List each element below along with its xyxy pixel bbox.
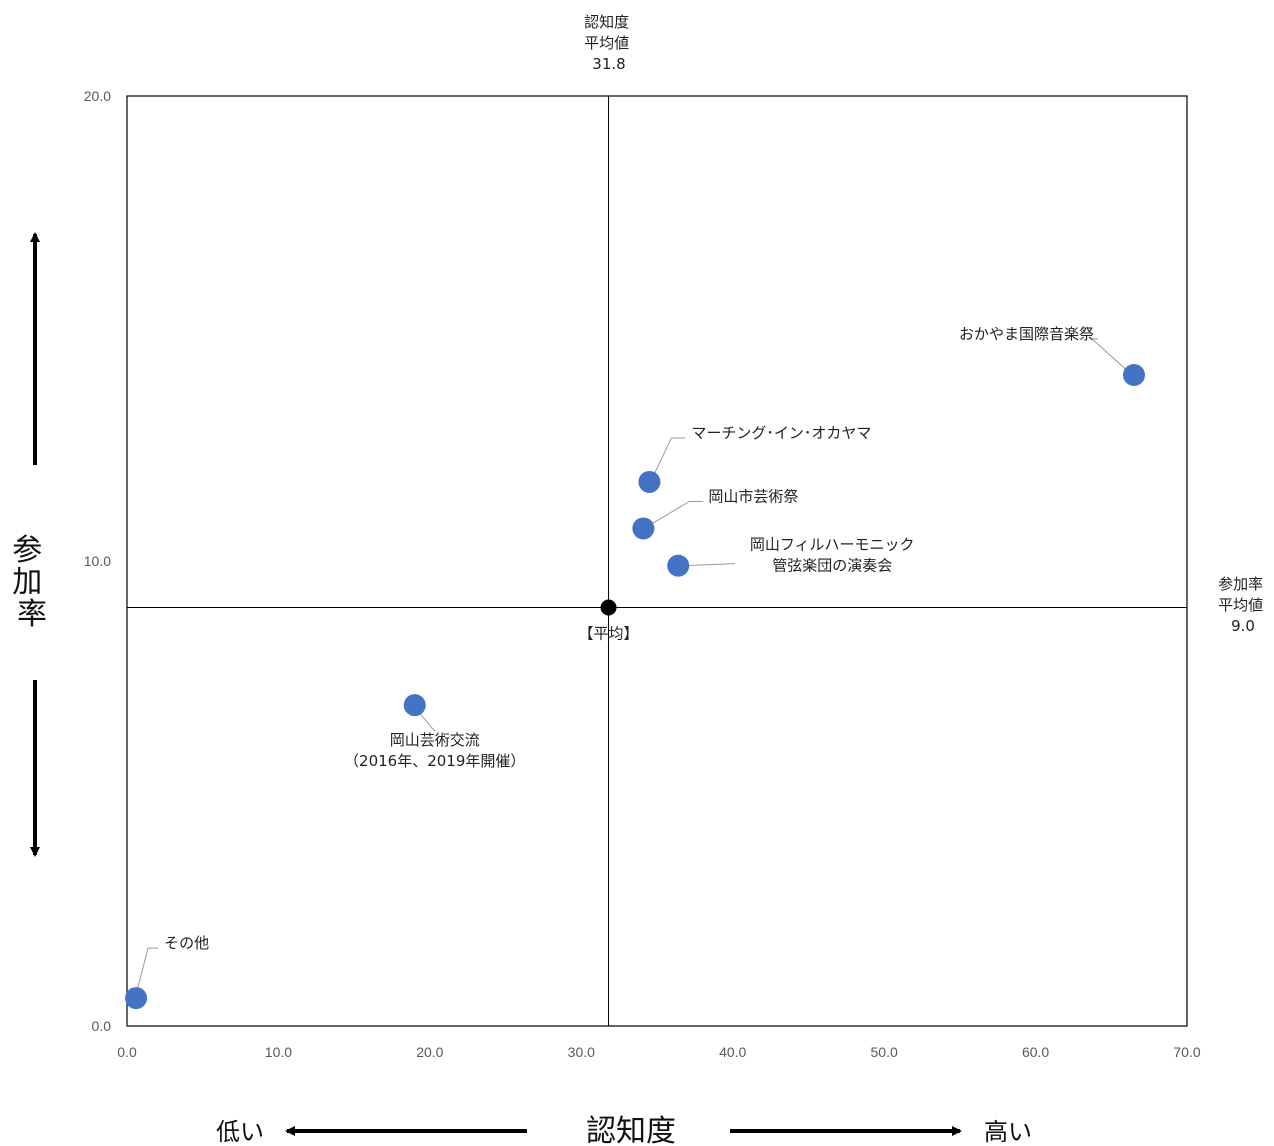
average-point: [600, 599, 617, 616]
y-avg-line-1: 参加率: [1218, 575, 1263, 593]
point-label-line: 岡山フィルハーモニック: [750, 536, 915, 554]
x-avg-line-2: 平均値: [584, 34, 629, 52]
leader-line: [135, 947, 159, 995]
x-avg-line-3: 31.8: [592, 55, 625, 73]
x-axis-ticks: 0.0 10.0 20.0 30.0 40.0 50.0 60.0 70.0: [117, 1044, 1201, 1060]
point-label: その他: [164, 934, 209, 952]
y-axis-label: 参 加 率: [12, 533, 52, 632]
plot-area: [126, 95, 1188, 1027]
point-labels: おかやま国際音楽祭マーチング･イン･オカヤマ岡山市芸術祭岡山フィルハーモニック管…: [164, 325, 1094, 952]
x-tick-label: 50.0: [871, 1044, 898, 1060]
point-label-line: マーチング･イン･オカヤマ: [691, 424, 871, 442]
x-average-annotation: 認知度 平均値 31.8: [584, 13, 634, 73]
point-label: 岡山芸術交流 （2016年、2019年開催）: [344, 731, 525, 770]
point-label: 岡山フィルハーモニック管弦楽団の演奏会: [750, 536, 915, 575]
data-point: [667, 554, 690, 577]
x-tick-label: 30.0: [568, 1044, 595, 1060]
point-label: おかやま国際音楽祭: [959, 325, 1094, 343]
leader-line: [650, 437, 686, 481]
x-high-label: 高い: [984, 1118, 1032, 1146]
data-point: [638, 470, 661, 493]
x-low-label: 低い: [216, 1118, 264, 1146]
point-label-line: 岡山市芸術祭: [708, 487, 798, 505]
point-label-line: おかやま国際音楽祭: [959, 325, 1094, 343]
point-label-line: （2016年、2019年開催）: [344, 752, 525, 770]
average-lines: [127, 96, 1187, 1026]
x-tick-label: 60.0: [1022, 1044, 1049, 1060]
data-point: [632, 517, 655, 540]
y-average-annotation: 参加率 平均値 9.0: [1218, 575, 1268, 635]
data-point: [125, 987, 148, 1010]
x-tick-label: 20.0: [416, 1044, 443, 1060]
y-axis-ticks: 0.0 10.0 20.0: [84, 88, 111, 1034]
point-label-line: 管弦楽団の演奏会: [772, 557, 892, 575]
point-label-line: 岡山芸術交流: [390, 731, 480, 749]
data-point: [1123, 364, 1145, 386]
label-leader-lines: [135, 338, 1131, 995]
point-label: 岡山市芸術祭: [708, 487, 798, 505]
y-tick-label: 20.0: [84, 88, 111, 104]
leader-line: [647, 500, 704, 527]
y-avg-line-3: 9.0: [1231, 617, 1255, 635]
y-avg-line-2: 平均値: [1218, 596, 1263, 614]
x-tick-label: 10.0: [265, 1044, 292, 1060]
y-tick-label: 0.0: [92, 1018, 112, 1034]
leader-line: [684, 563, 736, 567]
data-points: [125, 364, 1145, 1010]
x-tick-label: 70.0: [1173, 1044, 1200, 1060]
average-label: 【平均】: [579, 625, 639, 643]
y-label-char-1: 参: [12, 533, 42, 568]
point-label: マーチング･イン･オカヤマ: [691, 424, 871, 442]
y-label-char-3: 率: [17, 597, 47, 632]
x-avg-line-1: 認知度: [584, 13, 629, 31]
x-tick-label: 40.0: [719, 1044, 746, 1060]
leader-line: [1090, 338, 1131, 374]
point-label-line: その他: [164, 934, 209, 952]
data-point: [403, 694, 426, 717]
y-label-char-2: 加: [12, 565, 42, 600]
y-tick-label: 10.0: [84, 553, 111, 569]
x-axis-label: 認知度: [586, 1114, 676, 1146]
x-tick-label: 0.0: [117, 1044, 137, 1060]
